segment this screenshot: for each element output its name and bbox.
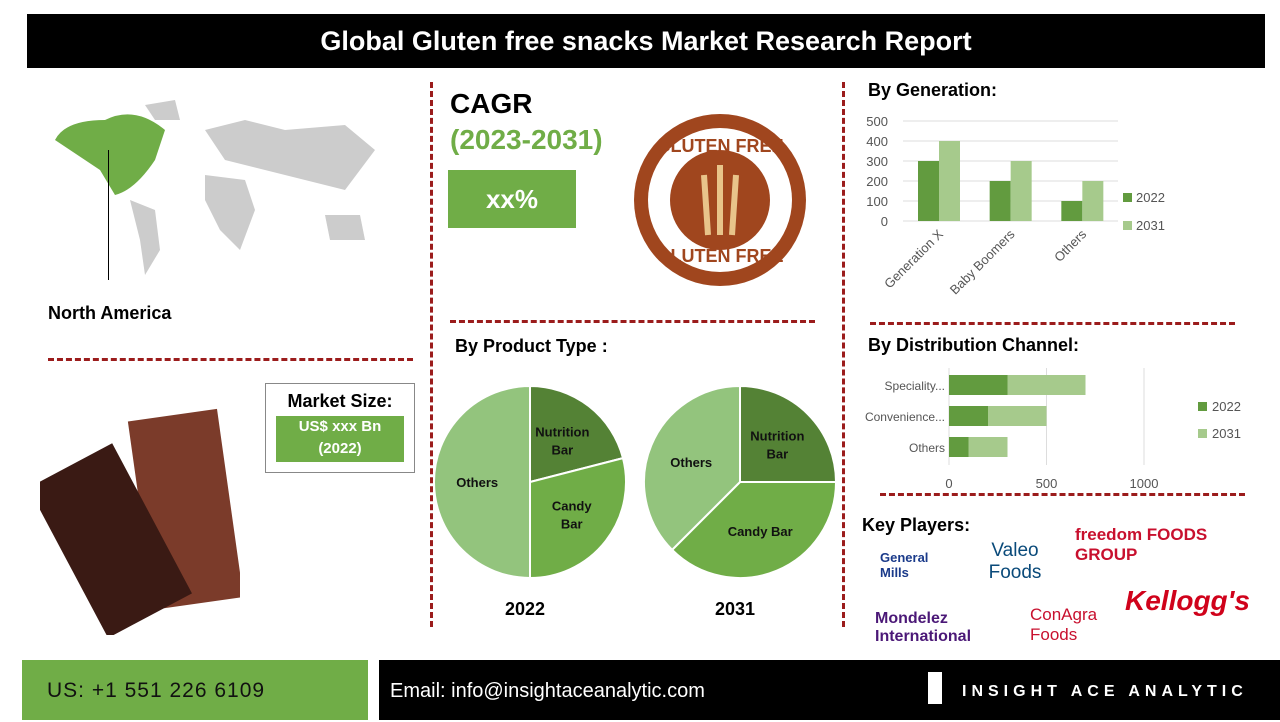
pie-title: 2031 — [715, 599, 755, 619]
pie-label: Bar — [552, 442, 574, 457]
cagr-label: CAGR — [450, 88, 533, 119]
cagr-period: (2023-2031) — [450, 124, 603, 155]
legend-label: 2031 — [1212, 426, 1241, 441]
svg-text:GLUTEN FREE: GLUTEN FREE — [656, 136, 783, 156]
logo-freedom: freedom FOODS GROUP — [1075, 525, 1208, 564]
pie-label: Nutrition — [750, 429, 804, 444]
chocolate-image — [40, 408, 240, 635]
pie-slice — [529, 456, 627, 580]
x-tick-label: 500 — [1036, 476, 1058, 491]
pie-label: Others — [456, 475, 498, 490]
bar-2022 — [949, 437, 969, 457]
pie-slice — [529, 384, 625, 484]
logo-general-mills: General Mills — [880, 550, 929, 580]
x-tick-label: 1000 — [1130, 476, 1159, 491]
footer-email[interactable]: Email: info@insightaceanalytic.com — [390, 680, 705, 702]
legend-swatch — [1198, 429, 1207, 438]
bar-2031 — [988, 406, 1047, 426]
y-tick-label: 500 — [866, 114, 888, 129]
market-size-value: US$ xxx Bn — [298, 418, 382, 435]
bar-2022 — [949, 406, 988, 426]
generation-chart: 0 100 200 300 400 500 Generation X Baby Boomers… — [866, 114, 1165, 297]
footer-brand: INSIGHT ACE ANALYTIC — [962, 683, 1248, 700]
distribution-chart: 0 500 1000 Speciality... Convenience... Other… — [865, 368, 1241, 491]
world-map — [55, 100, 375, 275]
bar-2031 — [1010, 161, 1032, 221]
logo-mondelez: Mondelez International — [875, 610, 972, 645]
bar-2031 — [1082, 181, 1104, 221]
cagr-value: xx% — [448, 170, 576, 228]
y-tick-label: Convenience... — [865, 410, 945, 424]
market-size-label: Market Size: — [287, 391, 393, 411]
market-size-year: (2022) — [318, 440, 362, 457]
bar-2022 — [1061, 201, 1083, 221]
y-tick-label: 400 — [866, 134, 888, 149]
y-tick-label: 0 — [881, 214, 888, 229]
pie-label: Bar — [766, 447, 788, 462]
product-heading: By Product Type : — [455, 336, 608, 356]
pie-label: Candy — [552, 498, 593, 513]
logo-conagra: ConAgra Foods — [1030, 605, 1098, 644]
y-tick-label: 300 — [866, 154, 888, 169]
y-tick-label: Others — [909, 441, 945, 455]
legend-label: 2031 — [1136, 218, 1165, 233]
y-tick-label: 100 — [866, 194, 888, 209]
bar-2031 — [968, 437, 1008, 457]
players-heading: Key Players: — [862, 515, 971, 535]
legend-label: 2022 — [1212, 399, 1241, 414]
x-tick-label: Generation X — [881, 226, 946, 291]
bar-2022 — [989, 181, 1011, 221]
y-tick-label: 200 — [866, 174, 888, 189]
generation-heading: By Generation: — [868, 80, 998, 100]
legend-label: 2022 — [1136, 190, 1165, 205]
brand-logo-icon — [928, 672, 942, 704]
bar-2031 — [1007, 375, 1086, 395]
x-tick-label: Baby Boomers — [947, 226, 1018, 297]
pie-slice — [739, 384, 838, 483]
pie-label: Others — [670, 455, 712, 470]
x-tick-label: Others — [1051, 226, 1090, 265]
y-tick-label: Speciality... — [885, 379, 945, 393]
logo-kelloggs: Kellogg's — [1125, 585, 1250, 616]
pie-label: Bar — [561, 516, 583, 531]
legend-swatch — [1123, 221, 1132, 230]
pie-title: 2022 — [505, 599, 545, 619]
legend-swatch — [1198, 402, 1207, 411]
north-america-shape — [55, 114, 165, 195]
product-pie-charts: Nutrition Bar Candy Bar Others 2022 Nutrition B… — [433, 384, 838, 619]
bar-2031 — [939, 141, 960, 221]
logo-valeo: Valeo Foods — [988, 540, 1042, 583]
footer-phone[interactable]: US: +1 551 226 6109 — [22, 660, 368, 720]
region-label: North America — [48, 303, 172, 323]
bar-2022 — [949, 375, 1008, 395]
pie-slice — [643, 384, 741, 552]
distribution-heading: By Distribution Channel: — [868, 335, 1079, 355]
x-tick-label: 0 — [945, 476, 952, 491]
pie-label: Candy Bar — [728, 524, 793, 539]
pie-slice — [670, 481, 838, 579]
report-title: Global Gluten free snacks Market Researc… — [27, 14, 1265, 68]
svg-text:GLUTEN FREE: GLUTEN FREE — [656, 246, 783, 266]
gluten-free-badge: GLUTEN FREE GLUTEN FREE — [634, 114, 806, 286]
pie-slice — [433, 384, 531, 580]
bar-2022 — [918, 161, 939, 221]
pie-label: Nutrition — [535, 424, 589, 439]
legend-swatch — [1123, 193, 1132, 202]
